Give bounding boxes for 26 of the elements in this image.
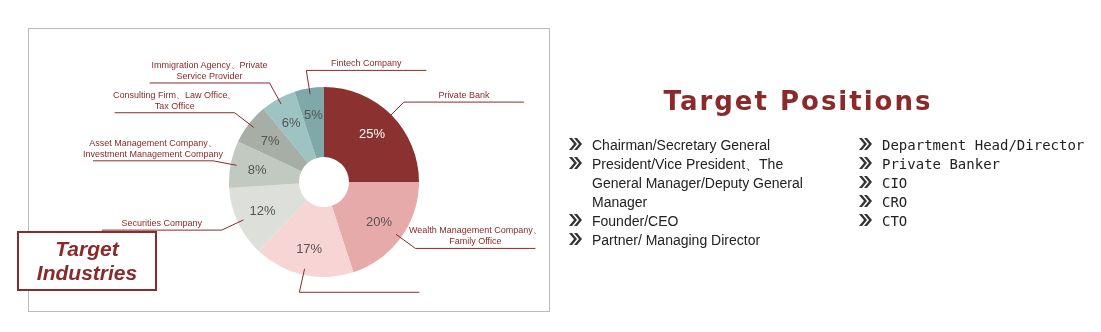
text: Partner/ Managing Director — [592, 231, 761, 250]
text: CRO — [882, 193, 908, 212]
data-label: 6% — [281, 114, 302, 130]
slice-label: Immigration Agency、Private Service Provider — [151, 59, 268, 81]
data-label: 20% — [366, 214, 393, 230]
data-label: 8% — [247, 161, 268, 177]
data-label: 12% — [249, 203, 276, 219]
text: Target Industries — [17, 231, 157, 291]
slice-label: Private Bank — [438, 90, 490, 101]
slice-label: Fintech Company — [331, 58, 403, 69]
text: Founder/CEO — [592, 212, 679, 231]
data-label: 25% — [359, 126, 386, 142]
slice-label: Securities Company — [121, 218, 203, 229]
text: President/Vice President、The General Manager/Deputy General Manager — [592, 155, 804, 212]
text: Chairman/Secretary General — [592, 136, 771, 155]
data-label: 7% — [260, 132, 281, 148]
text: Target Positions — [662, 86, 934, 116]
text: Department Head/Director — [882, 136, 1085, 155]
text: CIO — [882, 174, 908, 193]
text: Private Banker — [882, 155, 1001, 174]
data-label: 5% — [303, 107, 324, 123]
slice-label: Wealth Management Company、Family Office — [408, 225, 542, 247]
slice-label: Consulting Firm、Law Office、Tax Office — [113, 89, 237, 111]
text: CTO — [882, 212, 908, 231]
data-label: 17% — [296, 240, 323, 256]
slice-label: Asset Management Company、Investment Management Company — [82, 137, 224, 159]
